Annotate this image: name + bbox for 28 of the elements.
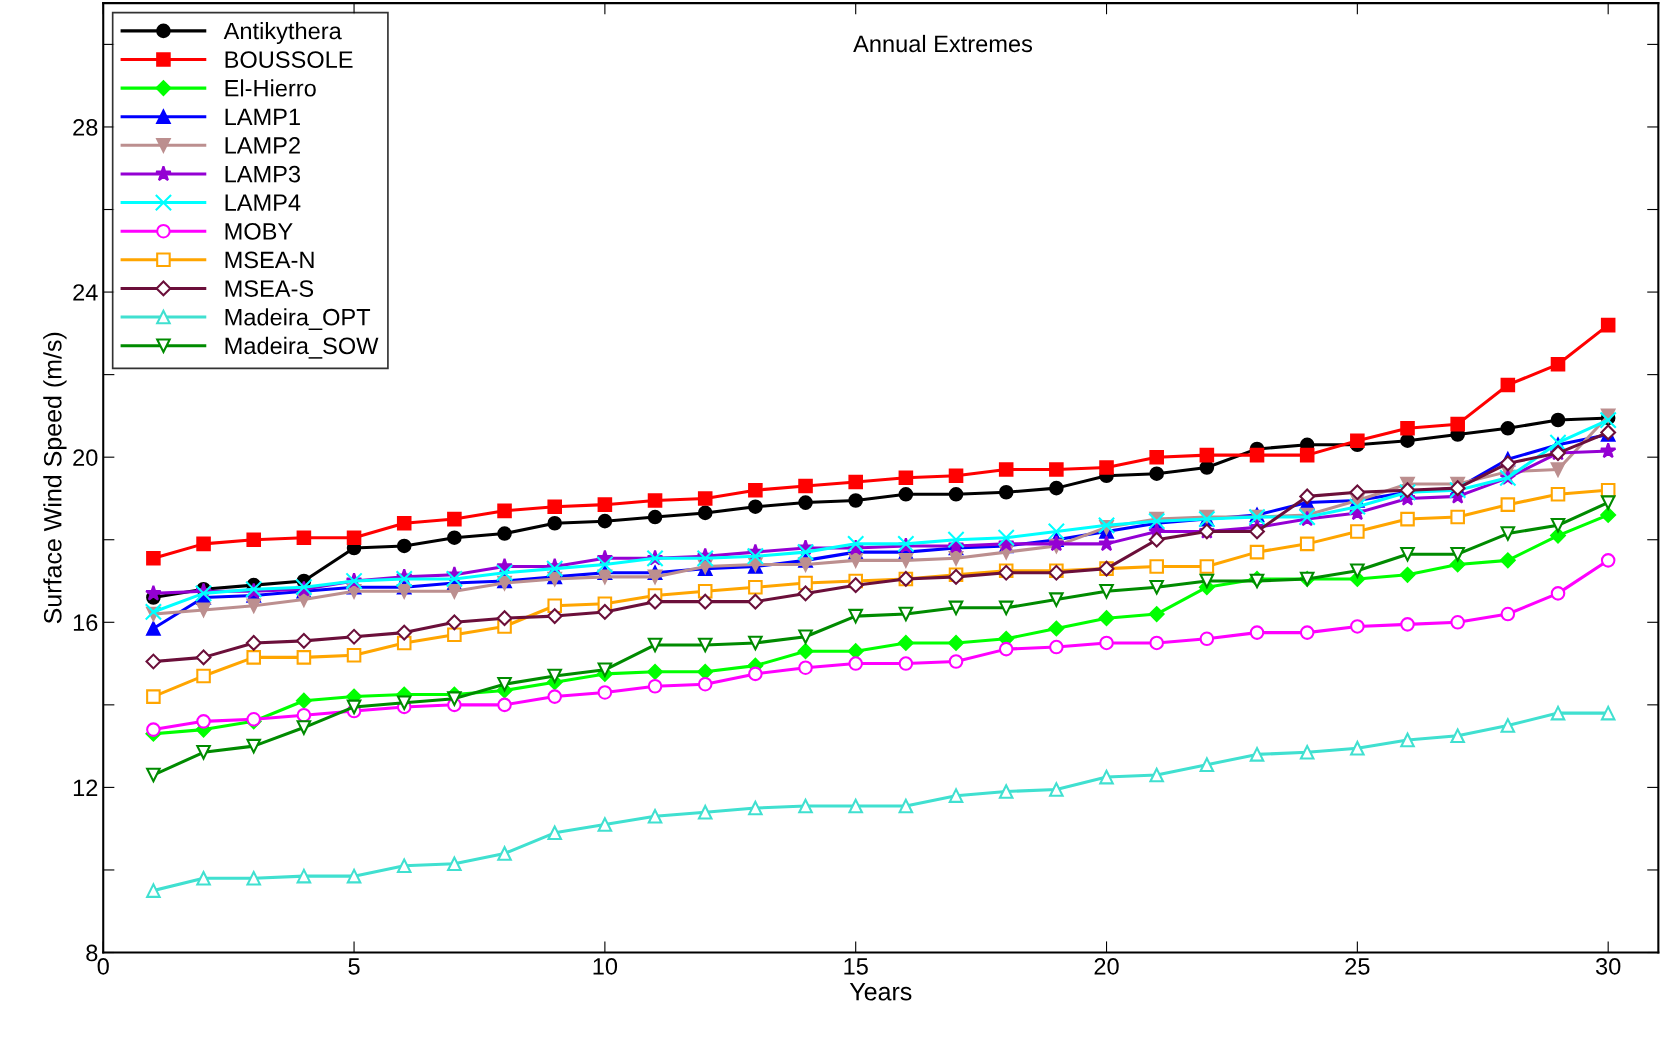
x-tick-label: 15 <box>844 958 868 975</box>
legend-label: LAMP2 <box>225 137 300 154</box>
y-tick-label: 16 <box>73 614 98 632</box>
y-tick-label: 8 <box>86 944 98 962</box>
x-axis-title: Years <box>849 983 912 1001</box>
x-tick-label: 20 <box>1094 958 1119 975</box>
y-tick-label: 20 <box>73 449 98 466</box>
text: Annual Extremes <box>853 34 1033 53</box>
legend-label: Madeira_SOW <box>225 336 379 359</box>
y-axis-title: Surface Wind Speed (m/s) <box>43 332 67 624</box>
legend-label: MOBY <box>225 222 293 240</box>
x-tick-label: 5 <box>348 958 360 975</box>
legend-label: BOUSSOLE <box>225 51 353 68</box>
legend-label: LAMP1 <box>225 108 300 125</box>
legend-label: Madeira_OPT <box>225 308 371 331</box>
x-tick-label: 30 <box>1595 958 1621 975</box>
y-tick-label: 24 <box>73 284 98 301</box>
legend-label: MSEA-N <box>225 251 314 269</box>
legend-label: Antikythera <box>223 22 342 45</box>
legend-label: MSEA-S <box>225 280 314 297</box>
x-tick-label: 10 <box>593 958 618 975</box>
legend-label: LAMP4 <box>225 194 301 211</box>
legend-label: LAMP3 <box>225 165 301 183</box>
x-tick-label: 25 <box>1345 958 1370 975</box>
x-tick-label: 0 <box>97 958 109 975</box>
legend-label: El-Hierro <box>225 79 316 97</box>
y-tick-label: 12 <box>73 779 98 796</box>
y-tick-label: 28 <box>73 119 98 136</box>
